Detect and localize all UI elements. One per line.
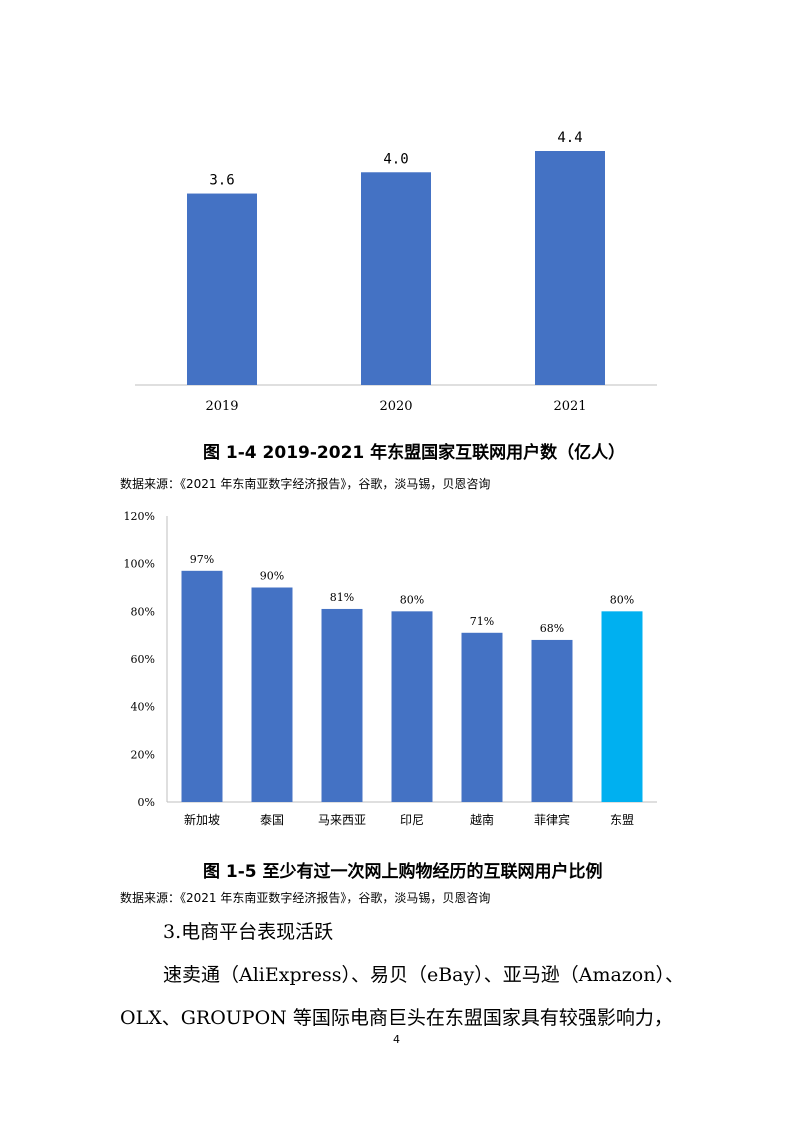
y-tick-label-40%: 40% — [131, 701, 155, 714]
data-label-2021: 4.4 — [557, 130, 582, 146]
x-tick-label-2019: 2019 — [205, 399, 238, 414]
y-tick-label-0%: 0% — [138, 796, 155, 809]
bar-新加坡 — [181, 570, 223, 802]
x-tick-label-2020: 2020 — [379, 399, 412, 414]
data-label-印尼: 80% — [400, 593, 424, 606]
x-tick-label-菲律宾: 菲律宾 — [534, 812, 570, 827]
bar-2021 — [535, 151, 605, 385]
data-label-新加坡: 97% — [190, 553, 214, 566]
bar-2020 — [361, 172, 431, 385]
x-tick-label-2021: 2021 — [553, 399, 586, 414]
internet-users-bar-chart: 3.6 2019 4.0 2020 4.4 2021 — [135, 130, 657, 414]
data-label-2020: 4.0 — [383, 151, 408, 167]
paragraph-line-2: OLX、GROUPON 等国际电商巨头在东盟国家具有较强影响力， — [120, 1007, 673, 1029]
figure-1-caption: 图 1-4 2019-2021 年东盟国家互联网用户数（亿人） — [203, 443, 626, 463]
bar-印尼 — [391, 611, 433, 802]
online-shopping-ratio-bar-chart: 0% 20% 40% 60% 80% 100% 120% 97% 新加坡 90% 泰国 81% 马来西亚… — [124, 510, 657, 827]
bar-菲律宾 — [531, 639, 573, 802]
bar-越南 — [461, 632, 503, 802]
bar-马来西亚 — [321, 608, 363, 802]
x-tick-label-泰国: 泰国 — [260, 813, 284, 827]
x-tick-label-马来西亚: 马来西亚 — [318, 813, 366, 827]
y-tick-label-80%: 80% — [131, 605, 155, 618]
x-tick-label-东盟: 东盟 — [610, 813, 634, 827]
x-tick-label-新加坡: 新加坡 — [184, 812, 220, 827]
data-label-泰国: 90% — [260, 570, 284, 583]
x-tick-label-印尼: 印尼 — [400, 813, 424, 827]
y-tick-label-120%: 120% — [124, 510, 155, 523]
bar-2019 — [187, 193, 257, 385]
data-label-东盟: 80% — [610, 593, 634, 606]
y-tick-label-60%: 60% — [131, 653, 155, 666]
data-label-菲律宾: 68% — [540, 622, 564, 635]
y-tick-label-100%: 100% — [124, 558, 155, 571]
page-number: 4 — [393, 1033, 400, 1046]
y-tick-label-20%: 20% — [131, 748, 155, 761]
data-label-马来西亚: 81% — [330, 591, 354, 604]
figure-1-source: 数据来源：《2021 年东南亚数字经济报告》，谷歌，淡马锡，贝恩咨询 — [120, 477, 491, 491]
x-tick-label-越南: 越南 — [470, 812, 494, 827]
figure-2-caption: 图 1-5 至少有过一次网上购物经历的互联网用户比例 — [203, 862, 603, 882]
section-heading: 3.电商平台表现活跃 — [163, 921, 334, 943]
bar-东盟 — [601, 611, 643, 802]
figure-2-source: 数据来源：《2021 年东南亚数字经济报告》，谷歌，淡马锡，贝恩咨询 — [120, 891, 491, 905]
data-label-越南: 71% — [470, 615, 494, 628]
data-label-2019: 3.6 — [209, 173, 234, 189]
bar-泰国 — [251, 587, 293, 802]
paragraph-line-1: 速卖通（AliExpress）、易贝（eBay）、亚马逊（Amazon）、 — [163, 964, 684, 986]
